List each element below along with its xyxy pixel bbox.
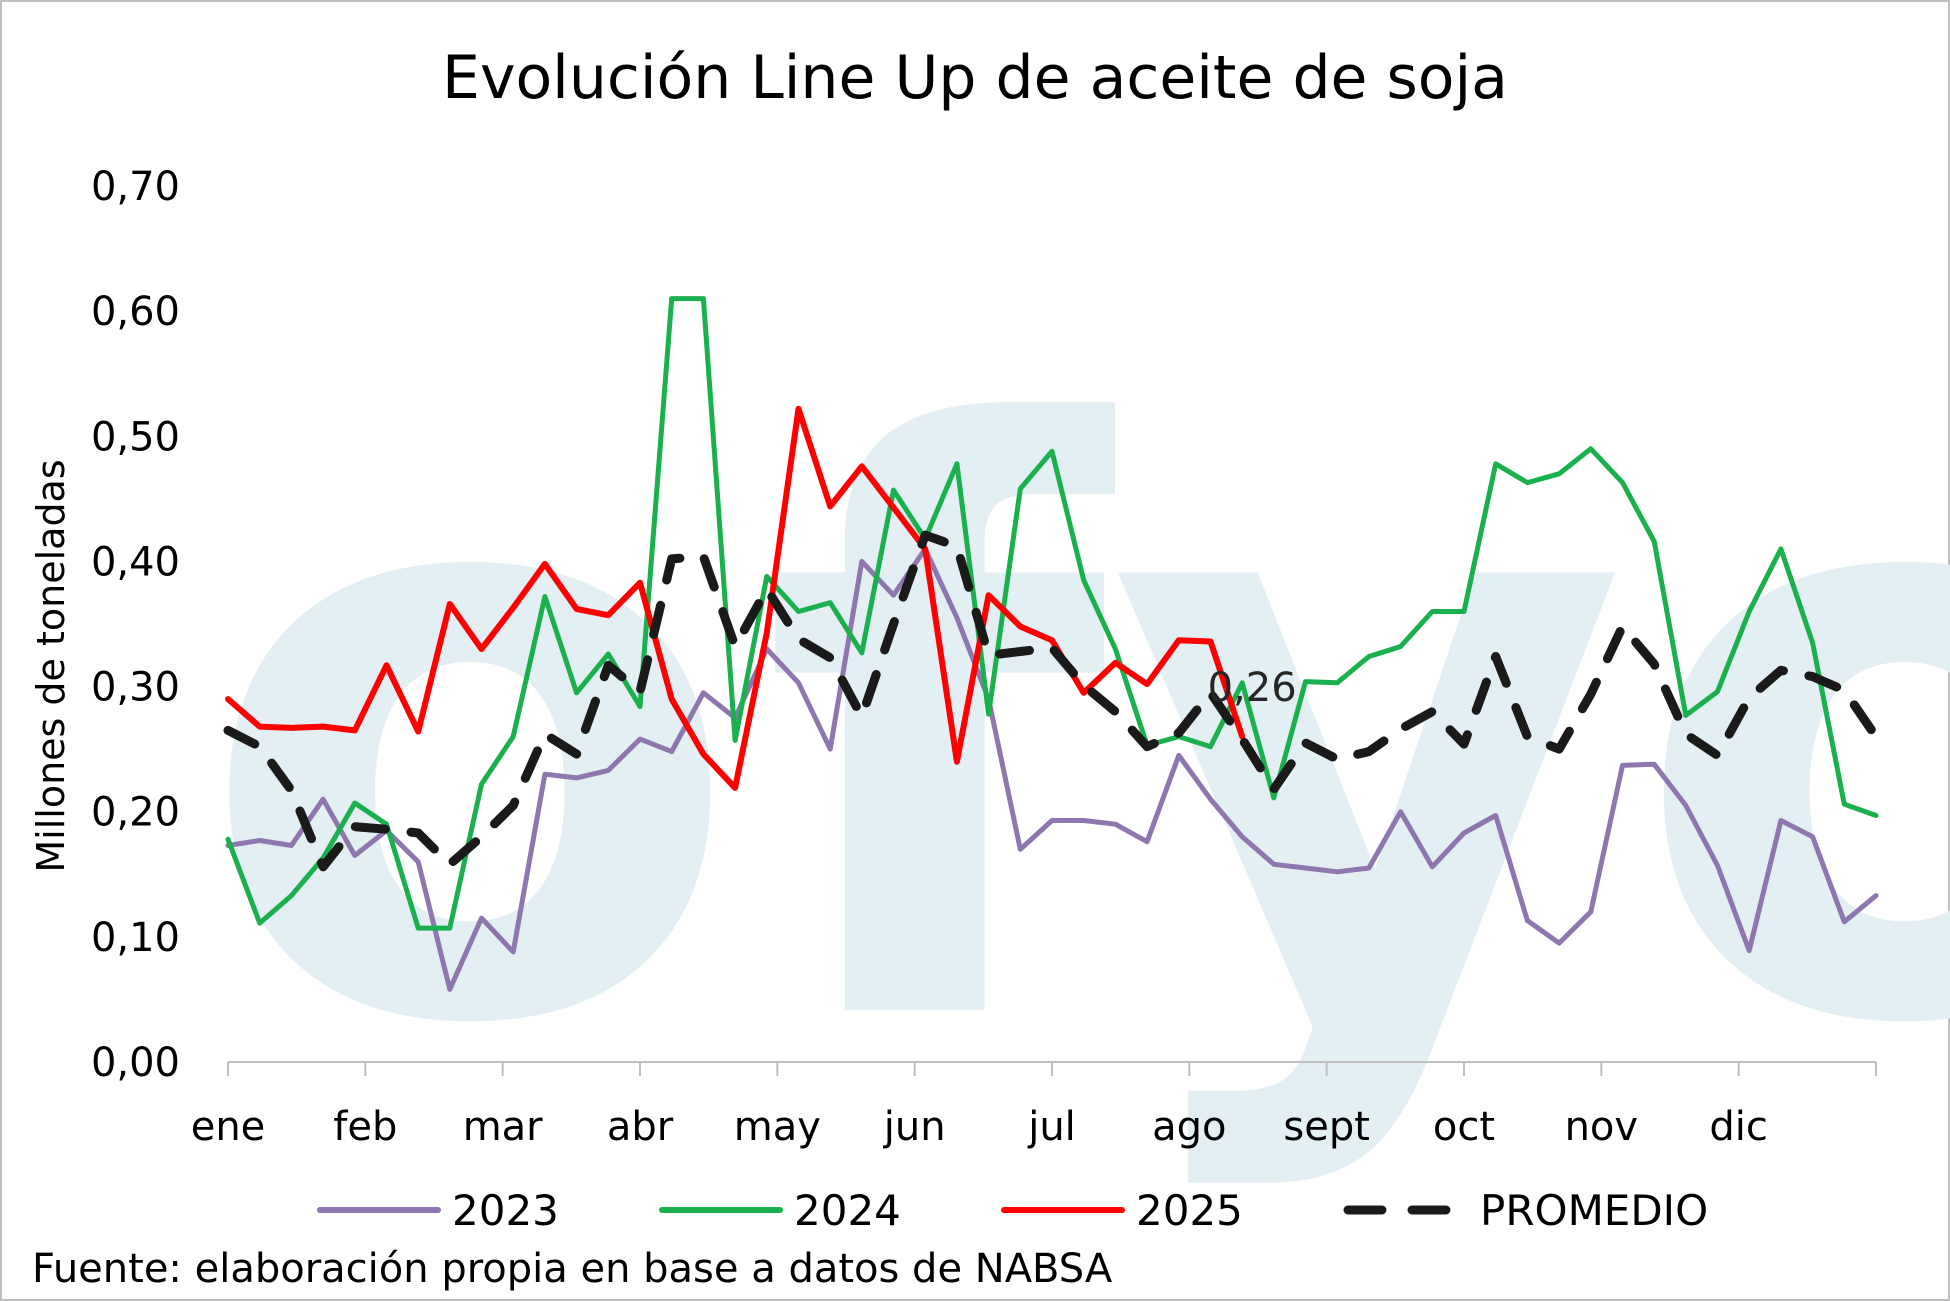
series-line-2024: [225, 296, 1879, 931]
legend: 2023 2024 2025 PROMEDIO: [317, 1186, 1708, 1235]
annotation-layer: 0,26: [1208, 665, 1297, 711]
series-layer: [223, 296, 1881, 992]
legend-label-2023: 2023: [452, 1186, 559, 1235]
watermark-logo: o fyo: [195, 267, 1950, 1199]
legend-label-2024: 2024: [794, 1186, 901, 1235]
y-axis-label: Millones de toneladas: [29, 459, 73, 872]
y-tick-label: 0,40: [91, 539, 180, 585]
x-tick-label: ene: [191, 1104, 266, 1150]
watermark-letter-o: o: [195, 267, 745, 1199]
x-tick-label: sept: [1283, 1104, 1370, 1150]
y-tick-label: 0,10: [91, 915, 180, 961]
x-tick-label: may: [734, 1104, 821, 1150]
watermark-letters-fyo: fyo: [760, 267, 1950, 1199]
y-tick-label: 0,50: [91, 414, 180, 460]
x-tick-label: ago: [1152, 1104, 1226, 1150]
legend-label-promedio: PROMEDIO: [1480, 1186, 1708, 1235]
x-tick-label: oct: [1433, 1104, 1495, 1150]
y-tick-label: 0,30: [91, 665, 180, 711]
y-axis: 0,00 0,10 0,20 0,30 0,40 0,50 0,60 0,70: [91, 164, 180, 1086]
data-label: 0,26: [1208, 665, 1297, 711]
x-tick-label: nov: [1565, 1104, 1639, 1150]
source-note: Fuente: elaboración propia en base a dat…: [32, 1246, 1113, 1292]
x-tick-label: feb: [333, 1104, 397, 1150]
x-tick-label: jul: [1027, 1104, 1076, 1150]
y-tick-label: 0,70: [91, 164, 180, 210]
x-tick-label: dic: [1709, 1104, 1768, 1150]
y-tick-label: 0,60: [91, 289, 180, 335]
legend-label-2025: 2025: [1136, 1186, 1243, 1235]
y-tick-label: 0,20: [91, 790, 180, 836]
x-tick-label: mar: [463, 1104, 543, 1150]
series-line-promedio: [223, 530, 1881, 872]
y-tick-label: 0,00: [91, 1040, 180, 1086]
chart-title: Evolución Line Up de aceite de soja: [442, 43, 1508, 113]
x-tick-label: jun: [883, 1104, 946, 1150]
x-axis: ene feb mar abr may jun jul ago sept oct nov dic: [191, 1061, 1877, 1150]
series-line-2023: [225, 546, 1879, 992]
x-tick-label: abr: [607, 1104, 674, 1150]
